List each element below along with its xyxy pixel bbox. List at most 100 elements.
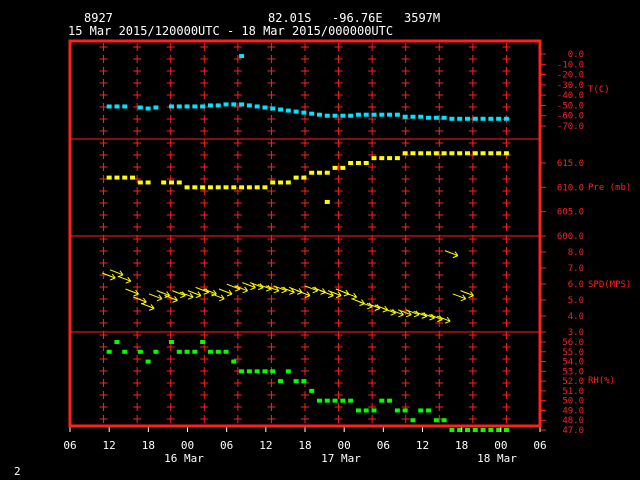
- pressure-point: [270, 180, 276, 185]
- temperature-point: [137, 105, 143, 110]
- y-tick-label: -40.0: [557, 91, 584, 101]
- wind-arrow: [436, 315, 451, 324]
- temperature-point: [114, 104, 120, 109]
- pressure-point: [184, 185, 190, 190]
- pressure-point: [278, 180, 284, 185]
- pressure-point: [200, 185, 206, 190]
- wind-arrow: [148, 293, 163, 302]
- elevation: 3597M: [404, 11, 440, 25]
- rh-point: [285, 369, 291, 374]
- wind-arrow: [320, 290, 334, 299]
- x-day-label: 18 Mar: [477, 452, 517, 465]
- temperature-point: [496, 116, 502, 121]
- station-id: 8927: [84, 11, 113, 25]
- pressure-point: [402, 151, 408, 156]
- y-tick-label: 0.0: [568, 50, 584, 60]
- rh-point: [262, 369, 268, 374]
- pressure-point: [340, 165, 346, 170]
- wind-arrow: [397, 309, 412, 318]
- pressure-point: [472, 151, 478, 156]
- temperature-point: [254, 104, 260, 109]
- rh-point: [200, 340, 206, 344]
- y-tick-label: 50.0: [562, 397, 584, 407]
- rh-point: [176, 349, 182, 354]
- pressure-point: [348, 161, 354, 165]
- y-tick-label: 56.0: [562, 338, 584, 348]
- longitude: -96.76E: [332, 11, 383, 25]
- temperature-point: [309, 111, 315, 116]
- pressure-point: [207, 185, 213, 190]
- pressure-point: [488, 151, 494, 156]
- pressure-point: [145, 180, 151, 185]
- y-tick-label: 51.0: [562, 387, 584, 397]
- time-range: 15 Mar 2015/120000UTC - 18 Mar 2015/0000…: [68, 24, 393, 38]
- y-tick-label: 3.0: [568, 328, 584, 338]
- pressure-point: [161, 180, 167, 185]
- y-tick-label: 52.0: [562, 377, 584, 387]
- temperature-point: [449, 116, 455, 121]
- rh-point: [379, 398, 385, 403]
- rh-point: [332, 398, 338, 403]
- rh-point: [114, 340, 120, 344]
- temperature-point: [363, 112, 369, 117]
- y-tick-label: 47.0: [562, 426, 584, 436]
- temperature-point: [293, 109, 299, 114]
- y-tick-label: -20.0: [557, 71, 584, 81]
- rh-point: [348, 398, 354, 403]
- rh-point: [106, 349, 112, 354]
- pressure-point: [285, 180, 291, 185]
- pressure-point: [355, 161, 361, 165]
- wind-arrow: [187, 290, 202, 299]
- rh-point: [387, 398, 393, 403]
- pressure-point: [332, 165, 338, 170]
- wind-arrow: [242, 282, 256, 291]
- pressure-point: [324, 170, 330, 175]
- rh-point: [215, 349, 221, 354]
- pressure-point: [106, 175, 112, 180]
- wind-arrow: [211, 293, 225, 302]
- y-tick-label: 48.0: [562, 416, 584, 426]
- temperature-point: [379, 112, 385, 117]
- panel-label-wind: SPD(MPS): [588, 280, 631, 290]
- y-tick-label: 53.0: [562, 367, 584, 377]
- rh-point: [239, 369, 245, 374]
- y-tick-label: -60.0: [557, 112, 584, 122]
- panel-label-pressure: Pre (mb): [588, 183, 631, 193]
- pressure-point: [496, 151, 502, 156]
- pressure-point: [433, 151, 439, 156]
- rh-point: [426, 408, 432, 413]
- pressure-point: [293, 175, 299, 180]
- pressure-point: [324, 199, 330, 204]
- y-tick-label: -10.0: [557, 60, 584, 70]
- temperature-point: [316, 112, 322, 117]
- temperature-point: [223, 102, 229, 107]
- rh-point: [316, 398, 322, 403]
- temperature-point: [176, 104, 182, 109]
- rh-point: [441, 418, 447, 423]
- pressure-point: [316, 170, 322, 175]
- temperature-point: [472, 116, 478, 121]
- temperature-point: [457, 116, 463, 121]
- rh-point: [153, 349, 159, 354]
- wind-arrow: [390, 309, 404, 318]
- pressure-point: [394, 156, 400, 161]
- pressure-point: [457, 151, 463, 156]
- pressure-point: [387, 156, 393, 161]
- rh-point: [472, 428, 478, 432]
- x-tick-label: 12: [103, 439, 116, 452]
- x-tick-label: 06: [533, 439, 546, 452]
- temperature-point: [278, 107, 284, 112]
- rh-point: [394, 408, 400, 413]
- rh-point: [402, 408, 408, 413]
- wind-arrow: [460, 290, 474, 299]
- pressure-point: [215, 185, 221, 190]
- temperature-point: [464, 116, 470, 121]
- y-tick-label: 8.0: [568, 248, 584, 258]
- temperature-point: [153, 105, 159, 110]
- temperature-point: [426, 115, 432, 120]
- rh-point: [122, 349, 128, 354]
- temperature-point: [355, 112, 361, 117]
- pressure-point: [122, 175, 128, 180]
- x-tick-label: 06: [63, 439, 76, 452]
